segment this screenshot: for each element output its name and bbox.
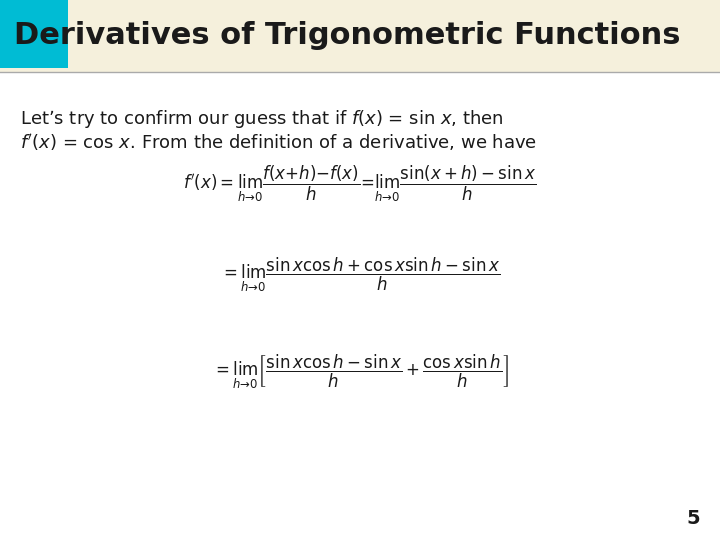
Bar bbox=[0, 0, 720, 72]
Text: $f'(x)$ = cos $x$. From the definition of a derivative, we have: $f'(x)$ = cos $x$. From the definition o… bbox=[20, 132, 537, 153]
Text: 5: 5 bbox=[686, 509, 700, 528]
Text: $= \lim_{h\to 0}\left[\dfrac{\sin x\cos h - \sin x}{h} + \dfrac{\cos x\sin h}{h}: $= \lim_{h\to 0}\left[\dfrac{\sin x\cos … bbox=[212, 353, 508, 391]
Bar bbox=[0, 0, 68, 68]
Text: Let’s try to confirm our guess that if $f(x)$ = sin $x$, then: Let’s try to confirm our guess that if $… bbox=[20, 108, 504, 130]
Text: $= \lim_{h\to 0}\dfrac{\sin x\cos h + \cos x\sin h - \sin x}{h}$: $= \lim_{h\to 0}\dfrac{\sin x\cos h + \c… bbox=[220, 256, 500, 294]
Text: $f'(x) = \lim_{h\to 0}\dfrac{f(x+h)-f(x)}{h} = \lim_{h\to 0}\dfrac{\sin(x+h)-\si: $f'(x) = \lim_{h\to 0}\dfrac{f(x+h)-f(x)… bbox=[184, 164, 536, 204]
Text: Derivatives of Trigonometric Functions: Derivatives of Trigonometric Functions bbox=[14, 22, 680, 51]
